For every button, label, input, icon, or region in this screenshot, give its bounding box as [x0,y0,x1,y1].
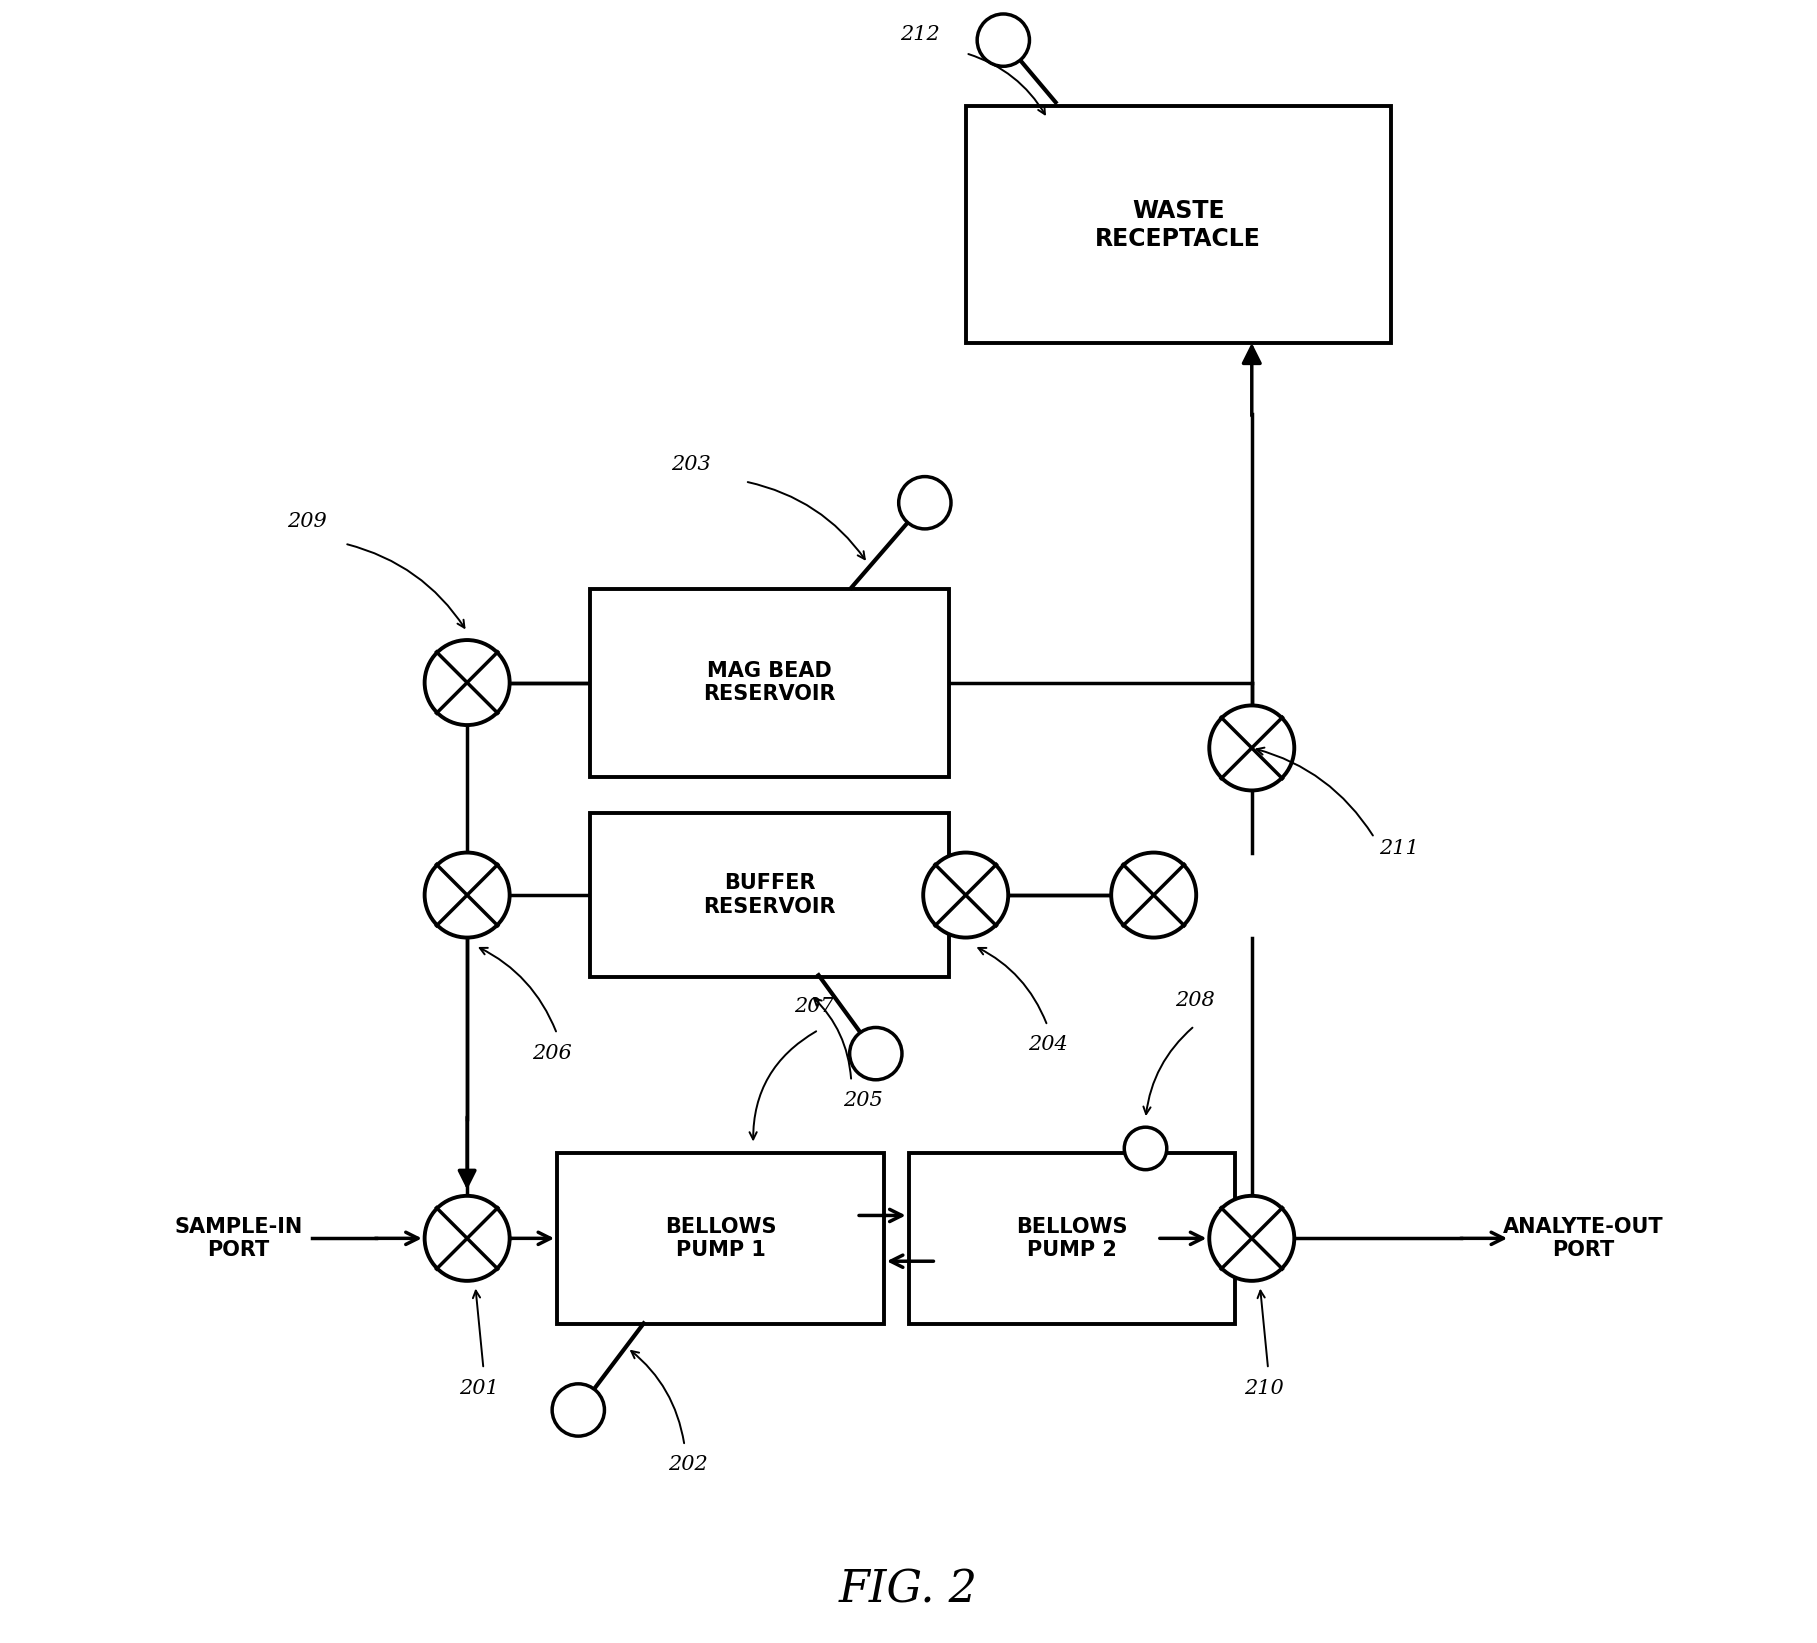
Text: 210: 210 [1243,1378,1283,1398]
Bar [558,1152,885,1324]
Bar [591,813,948,978]
Text: WASTE
RECEPTACLE: WASTE RECEPTACLE [1096,199,1261,251]
Text: 208: 208 [1176,991,1216,1010]
Circle shape [1210,1196,1294,1282]
Text: 205: 205 [843,1091,883,1111]
Circle shape [425,641,509,725]
Circle shape [923,853,1008,938]
Bar [591,588,948,777]
Text: 206: 206 [532,1043,572,1063]
Text: BELLOWS
PUMP 1: BELLOWS PUMP 1 [665,1217,776,1260]
Circle shape [978,15,1030,66]
Text: 203: 203 [672,455,710,475]
Circle shape [899,476,950,529]
Circle shape [1112,853,1196,938]
Text: 212: 212 [901,25,939,44]
Text: 207: 207 [794,997,834,1015]
Circle shape [1125,1127,1167,1170]
Bar [908,1152,1236,1324]
Circle shape [425,853,509,938]
Text: BELLOWS
PUMP 2: BELLOWS PUMP 2 [1016,1217,1128,1260]
Text: 202: 202 [669,1456,709,1474]
Text: ANALYTE-OUT
PORT: ANALYTE-OUT PORT [1503,1217,1664,1260]
Circle shape [425,1196,509,1282]
Circle shape [1210,705,1294,790]
Circle shape [552,1383,605,1436]
Text: FIG. 2: FIG. 2 [839,1567,978,1612]
Text: 201: 201 [460,1378,498,1398]
Text: SAMPLE-IN
PORT: SAMPLE-IN PORT [174,1217,302,1260]
Text: MAG BEAD
RESERVOIR: MAG BEAD RESERVOIR [703,660,836,705]
Bar [965,107,1390,343]
Text: 209: 209 [287,513,327,531]
Text: 204: 204 [1028,1035,1068,1055]
Circle shape [850,1027,901,1079]
Text: 211: 211 [1379,840,1419,858]
Text: BUFFER
RESERVOIR: BUFFER RESERVOIR [703,874,836,917]
